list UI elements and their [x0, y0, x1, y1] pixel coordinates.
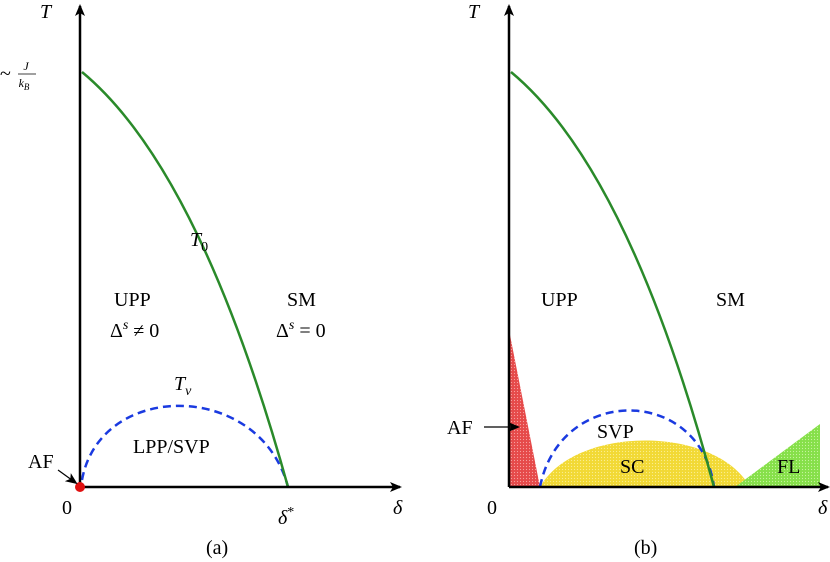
- fl-region: [735, 424, 820, 487]
- t0-curve: [81, 71, 290, 488]
- panel-a: T ~ J kB T0 UPP Δs ≠ 0 SM Δs = 0 Tv LPP/…: [0, 1, 403, 559]
- upp-gap: Δs ≠ 0: [110, 318, 159, 342]
- scale-numerator: J: [23, 59, 29, 73]
- t0-label: T0: [190, 229, 208, 255]
- af-label: AF: [28, 451, 54, 473]
- af-label: AF: [447, 417, 473, 439]
- x-axis-label: δ: [818, 497, 828, 519]
- tv-label: Tv: [174, 373, 192, 399]
- critical-point-label: δ*: [278, 505, 294, 529]
- t0-curve: [510, 71, 716, 488]
- caption: (a): [206, 537, 228, 559]
- af-arrow: [57, 469, 78, 485]
- sc-label: SC: [620, 456, 644, 478]
- svp-label: SVP: [597, 421, 634, 443]
- tv-dome: [80, 404, 290, 488]
- scale-denominator: kB: [19, 76, 30, 92]
- lpp-svp-label: LPP/SVP: [133, 436, 210, 458]
- y-axis-label: T: [40, 1, 53, 23]
- origin-label: 0: [62, 497, 72, 519]
- caption: (b): [634, 537, 657, 559]
- origin-label: 0: [487, 497, 497, 519]
- sm-gap: Δs = 0: [276, 318, 326, 342]
- y-axis-label: T: [468, 1, 481, 23]
- fl-label: FL: [777, 456, 800, 478]
- af-point: [75, 482, 85, 492]
- sm-label: SM: [287, 289, 316, 311]
- af-region: [509, 330, 540, 487]
- sm-label: SM: [716, 289, 745, 311]
- sc-dome: [540, 440, 750, 487]
- svp-dome: [538, 409, 716, 488]
- energy-scale: ~: [0, 63, 11, 85]
- x-axis-label: δ: [393, 497, 403, 519]
- panel-b: T UPP SM AF SVP SC FL 0 δ (b): [447, 1, 830, 559]
- upp-label: UPP: [114, 289, 151, 311]
- upp-label: UPP: [541, 289, 578, 311]
